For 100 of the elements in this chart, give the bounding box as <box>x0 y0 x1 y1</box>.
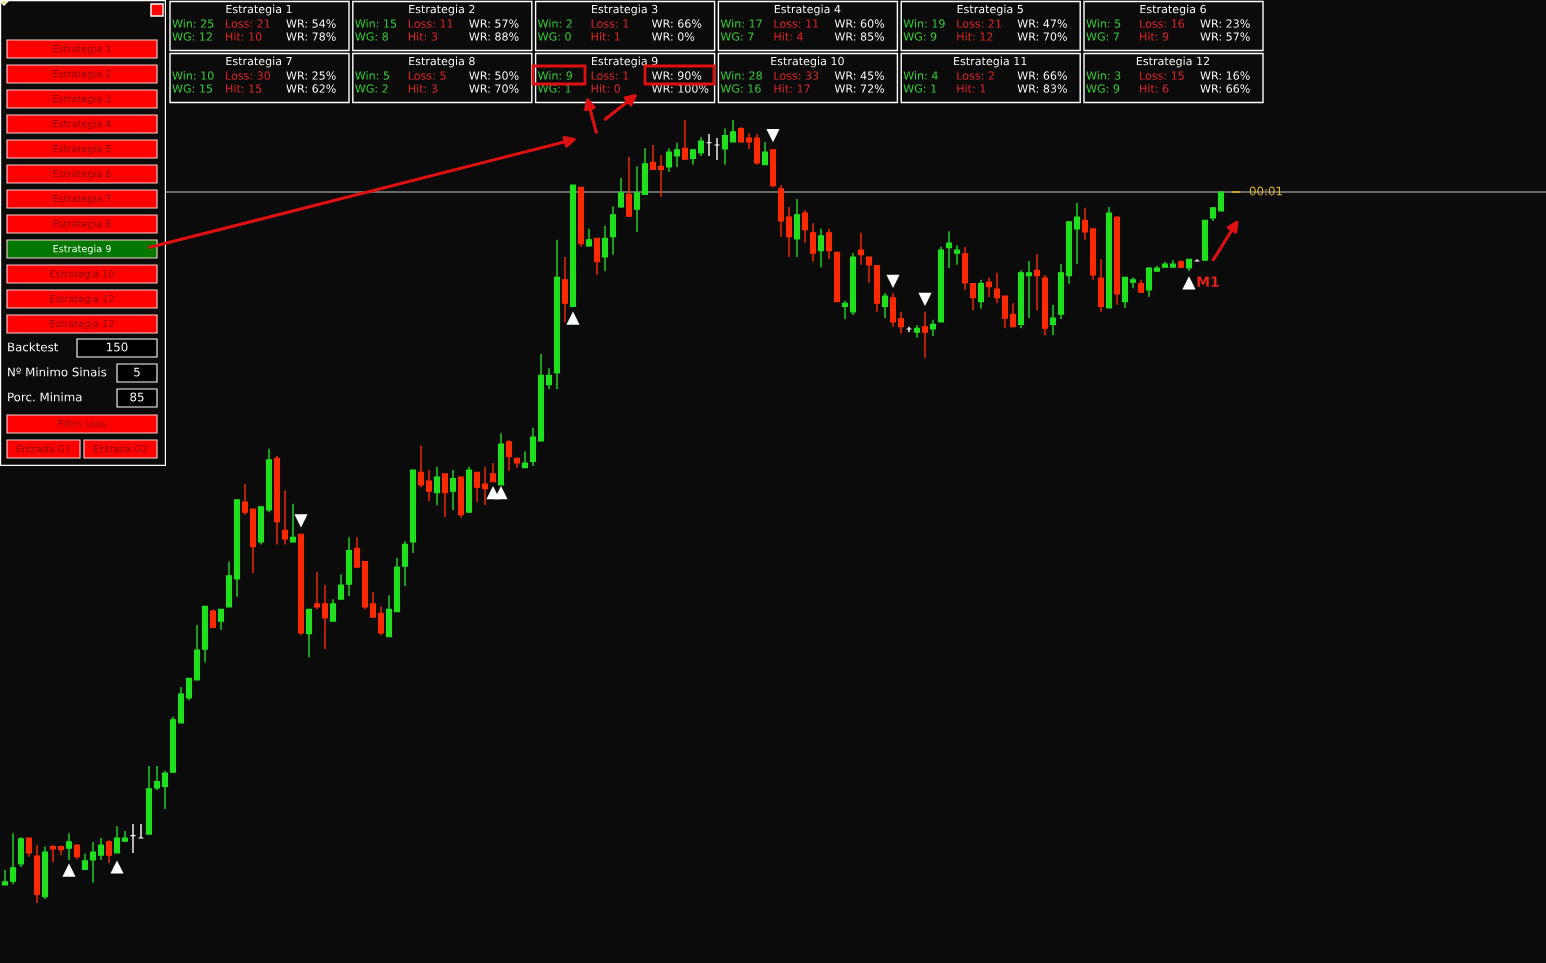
candlestick <box>649 144 657 171</box>
text: Win: 28 <box>720 71 762 80</box>
candlestick <box>321 584 329 651</box>
candlestick <box>417 445 425 488</box>
candlestick <box>881 292 889 319</box>
text: Estrategia 3 <box>592 4 658 16</box>
candlestick <box>969 282 977 311</box>
candlestick <box>945 230 953 269</box>
text: Hit: 3 <box>408 84 438 93</box>
candlestick <box>913 324 921 339</box>
candlestick <box>841 300 849 320</box>
candlestick <box>665 147 673 173</box>
text: Loss: 21 <box>226 19 270 28</box>
text: WG: 7 <box>1086 32 1119 41</box>
text: Loss: 33 <box>774 71 819 80</box>
text: Loss: 1 <box>591 19 629 28</box>
candlestick <box>1217 191 1225 212</box>
candlestick <box>825 228 833 261</box>
text: Estrategia 4 <box>774 4 841 16</box>
text: Win: 25 <box>172 19 214 28</box>
text: Estrategia 10 <box>771 56 844 68</box>
text: WR: 88% <box>469 32 519 41</box>
text: Hit: 6 <box>1140 84 1169 93</box>
point <box>62 863 76 877</box>
point <box>494 486 508 500</box>
annotation: Estrategia 6 <box>53 169 111 180</box>
ref-line-label: 00:01 <box>1249 186 1282 196</box>
candlestick <box>65 832 73 861</box>
candlestick <box>9 832 17 885</box>
candlestick <box>161 769 169 810</box>
candlestick <box>425 469 433 503</box>
candlestick <box>609 205 617 256</box>
point <box>918 292 932 306</box>
candlestick <box>521 450 529 469</box>
text: Win: 9 <box>537 71 573 80</box>
text: WR: 54% <box>286 19 336 28</box>
annotation: Entrada G2 <box>93 444 148 453</box>
annotation: Estrategia 8 <box>53 219 111 230</box>
text: WG: 8 <box>355 32 388 41</box>
text: Hit: 4 <box>774 32 803 41</box>
candlestick <box>377 605 385 636</box>
text: WR: 70% <box>469 84 519 93</box>
candlestick <box>1001 295 1009 329</box>
annotation: Filtro Loss <box>58 419 106 428</box>
text: WR: 50% <box>469 71 519 80</box>
text: WG: 9 <box>903 32 937 41</box>
candlestick <box>785 206 793 258</box>
candlestick <box>313 571 321 611</box>
text: Win: 17 <box>720 19 762 28</box>
candlestick <box>241 483 249 516</box>
candlestick <box>329 598 337 622</box>
text: Hit: 10 <box>226 32 262 41</box>
annotation: 150 <box>107 342 128 352</box>
candlestick <box>449 469 457 511</box>
candlestick <box>801 209 809 244</box>
candlestick <box>865 256 873 284</box>
candlestick <box>729 120 737 143</box>
text: Loss: 30 <box>226 71 271 80</box>
candlestick <box>505 439 513 472</box>
candlestick <box>593 237 601 276</box>
candlestick <box>105 839 113 864</box>
text: WR: 60% <box>834 19 885 28</box>
text: Estrategia 5 <box>957 4 1023 16</box>
candlestick <box>625 156 633 218</box>
candlestick <box>761 141 769 166</box>
text: Estrategia 2 <box>53 69 111 80</box>
text: Estrategia 9 <box>592 56 658 68</box>
text: WR: 70% <box>1017 32 1067 41</box>
point <box>566 311 580 325</box>
text: WR: 0% <box>651 32 695 41</box>
text: Win: 19 <box>903 19 945 28</box>
candlestick <box>545 367 553 391</box>
text: WG: 9 <box>1086 84 1120 93</box>
text: Loss: 16 <box>1140 19 1185 28</box>
text: WR: 57% <box>469 19 519 28</box>
text: WR: 90% <box>651 71 702 80</box>
text: Estrategia 6 <box>1140 4 1206 16</box>
candlestick <box>809 222 817 263</box>
candlestick <box>721 127 729 166</box>
text: Estrategia 1 <box>226 4 292 16</box>
text: Loss: 1 <box>591 71 629 80</box>
text: WR: 83% <box>1017 84 1067 93</box>
candlestick <box>289 502 297 543</box>
text: WR: 25% <box>286 71 336 80</box>
candlestick <box>681 120 689 160</box>
text: WG: 2 <box>355 84 388 93</box>
candlestick <box>369 591 377 618</box>
text: Loss: 15 <box>1140 71 1184 80</box>
text: Loss: 11 <box>774 19 819 28</box>
text: Win: 2 <box>537 19 572 28</box>
annotation: Backtest <box>8 342 59 352</box>
text: Hit: 9 <box>1140 32 1169 41</box>
candlestick <box>1129 276 1137 290</box>
candlestick <box>857 232 865 266</box>
text: Estrategia 12 <box>1136 56 1210 68</box>
candlestick <box>673 142 681 168</box>
annotation: Entrada G1 <box>16 444 71 453</box>
candlestick <box>481 466 489 506</box>
text: Hit: 15 <box>226 84 262 93</box>
text: WG: 12 <box>172 32 212 41</box>
